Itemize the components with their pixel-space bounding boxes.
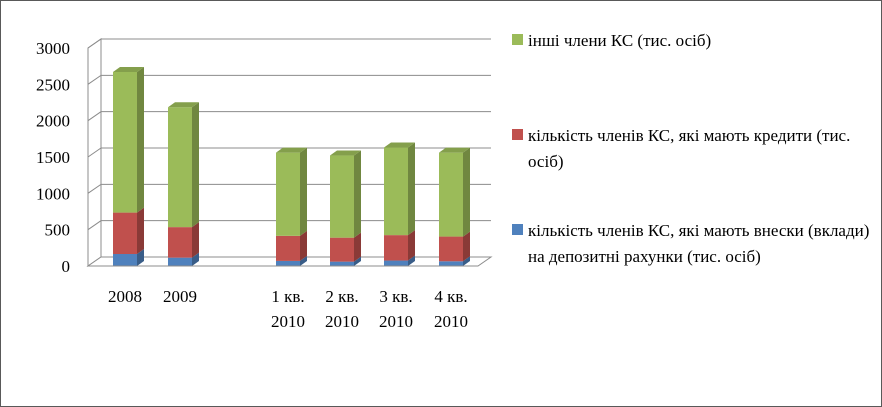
gridline [87, 111, 491, 122]
bar-segment [439, 236, 463, 262]
y-tick-label: 500 [45, 221, 71, 240]
x-tick-label: 2010 [325, 312, 359, 331]
gridline [87, 74, 491, 85]
x-tick-label: 2009 [163, 287, 197, 306]
bar-segment [113, 212, 137, 255]
y-tick-label: 3000 [36, 39, 70, 58]
bar-segment [384, 260, 408, 266]
y-tick-label: 1000 [36, 184, 70, 203]
x-tick-label: 1 кв. [271, 287, 304, 306]
legend-label: інші члени КС (тис. осіб) [528, 31, 712, 50]
legend-label: кількість членів КС, які мають кредити (… [528, 126, 851, 172]
bar-segment [384, 235, 408, 261]
bar-side [300, 255, 307, 266]
y-tick-label: 2500 [36, 75, 70, 94]
bar-segment [276, 235, 300, 261]
bar-segment [168, 257, 192, 266]
x-tick-label: 2010 [379, 312, 413, 331]
bar-side [408, 255, 415, 266]
legend-label: кількість членів КС, які мають внески (в… [528, 221, 870, 267]
bar-side [408, 230, 415, 261]
x-tick-label: 3 кв. [379, 287, 412, 306]
bar-segment [168, 227, 192, 258]
bar-side [463, 147, 470, 237]
gridline [87, 147, 491, 158]
bar-side [300, 147, 307, 236]
gridline [87, 38, 491, 49]
bar-segment [113, 71, 137, 213]
bar-top [113, 66, 144, 72]
y-tick-label: 2000 [36, 112, 70, 131]
bar-segment [330, 155, 354, 238]
legend-swatch [512, 34, 523, 45]
bar-side [300, 230, 307, 261]
bar-side [354, 256, 361, 266]
bar-segment [439, 261, 463, 266]
legend-swatch [512, 129, 523, 140]
bar-side [463, 231, 470, 262]
bar-top [384, 142, 415, 148]
x-tick-label: 4 кв. [434, 287, 467, 306]
y-tick-label: 1500 [36, 148, 70, 167]
bar-segment [168, 107, 192, 228]
bar-segment [276, 152, 300, 236]
bar-segment [439, 152, 463, 237]
bar-side [137, 207, 144, 255]
bar-side [192, 252, 199, 266]
bar-side [137, 249, 144, 266]
x-tick-label: 2 кв. [325, 287, 358, 306]
bar-segment [113, 254, 137, 266]
x-tick-label: 2010 [434, 312, 468, 331]
y-tick-label: 0 [62, 257, 71, 276]
bar-segment [276, 260, 300, 266]
bar-side [192, 222, 199, 258]
bar-side [354, 232, 361, 262]
x-tick-label: 2010 [271, 312, 305, 331]
bar-top [276, 147, 307, 153]
bar-side [192, 102, 199, 228]
bar-top [330, 150, 361, 156]
bar-segment [330, 237, 354, 262]
bar-side [463, 256, 470, 266]
bar-segment [330, 261, 354, 266]
bar-side [137, 66, 144, 213]
bar-segment [384, 147, 408, 236]
bar-top [439, 147, 470, 153]
bar-side [354, 150, 361, 238]
bar-top [168, 102, 199, 108]
bar-side [408, 142, 415, 236]
legend-swatch [512, 224, 523, 235]
x-tick-label: 2008 [108, 287, 142, 306]
